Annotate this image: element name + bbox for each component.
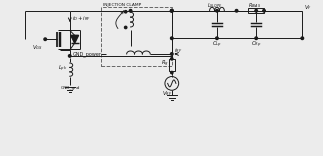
Circle shape bbox=[68, 55, 71, 57]
Text: $R_{BIAS}$: $R_{BIAS}$ bbox=[248, 1, 261, 10]
Circle shape bbox=[263, 10, 265, 12]
Polygon shape bbox=[71, 35, 78, 43]
Text: $i_D+i_{RF}$: $i_D+i_{RF}$ bbox=[72, 15, 91, 24]
Text: $V_{GS}$: $V_{GS}$ bbox=[32, 43, 43, 52]
Circle shape bbox=[235, 10, 238, 12]
Text: $C_{Lp}$: $C_{Lp}$ bbox=[212, 40, 222, 50]
Circle shape bbox=[171, 58, 173, 60]
Text: GND_gnd: GND_gnd bbox=[61, 86, 80, 90]
Text: $R_g$: $R_g$ bbox=[161, 58, 169, 69]
Text: $L_{pk}$: $L_{pk}$ bbox=[58, 63, 68, 73]
Text: $i_{RF}$: $i_{RF}$ bbox=[174, 46, 182, 55]
Text: $L_{SLOPE}$: $L_{SLOPE}$ bbox=[207, 1, 223, 10]
Circle shape bbox=[124, 26, 127, 29]
Text: INJECTION CLAMP: INJECTION CLAMP bbox=[103, 3, 141, 7]
Circle shape bbox=[255, 37, 257, 39]
Text: $V_{RF}$: $V_{RF}$ bbox=[162, 89, 172, 98]
Circle shape bbox=[171, 10, 173, 12]
Circle shape bbox=[171, 53, 173, 55]
Circle shape bbox=[216, 10, 218, 12]
Bar bbox=[169, 59, 175, 71]
Bar bbox=[101, 7, 172, 66]
Circle shape bbox=[216, 37, 218, 39]
Circle shape bbox=[171, 10, 173, 12]
Circle shape bbox=[129, 10, 132, 12]
Text: $C_{Rp}$: $C_{Rp}$ bbox=[251, 40, 262, 50]
Circle shape bbox=[301, 37, 304, 39]
Circle shape bbox=[124, 11, 127, 13]
Circle shape bbox=[255, 10, 257, 12]
Circle shape bbox=[44, 38, 47, 41]
Circle shape bbox=[171, 37, 173, 39]
Text: GND_power: GND_power bbox=[73, 51, 102, 57]
Bar bbox=[248, 8, 264, 13]
Circle shape bbox=[171, 71, 173, 74]
Circle shape bbox=[171, 10, 173, 12]
Text: $V_F$: $V_F$ bbox=[304, 3, 312, 12]
